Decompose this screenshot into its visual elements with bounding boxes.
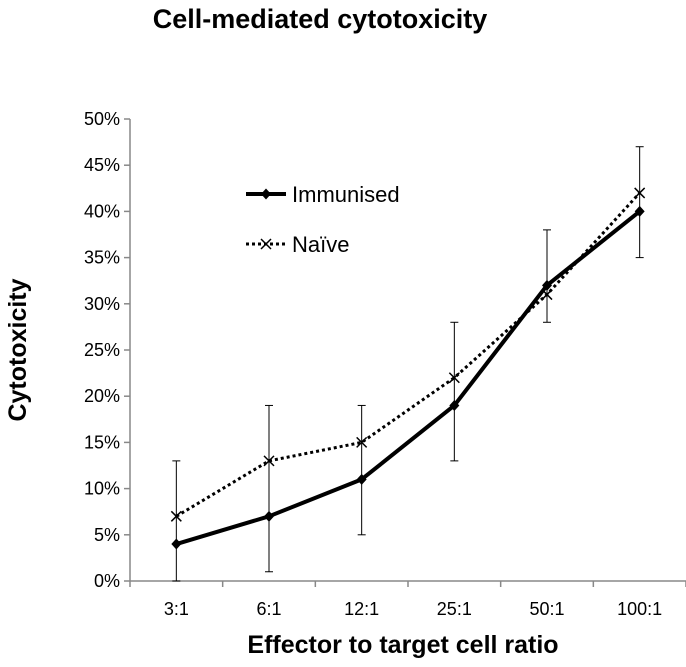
x-tick-label: 100:1: [617, 599, 662, 619]
y-tick-label: 35%: [84, 248, 120, 268]
x-tick-label: 25:1: [437, 599, 472, 619]
y-tick-label: 25%: [84, 340, 120, 360]
y-tick-label: 10%: [84, 479, 120, 499]
error-bar: [543, 229, 551, 323]
data-point-naive: [448, 372, 460, 384]
data-point-immunised: [634, 205, 645, 217]
data-point-immunised: [356, 473, 367, 485]
series-lines: [175, 191, 641, 546]
series-line-naive: [175, 191, 641, 518]
legend-marker-immunised: [261, 188, 271, 200]
x-axis-ticks: 3:1 6:1 12:1 25:1 50:1 100:1: [129, 581, 686, 619]
error-bar: [450, 321, 459, 462]
error-bar: [357, 404, 366, 536]
y-tick-label: 30%: [84, 294, 120, 314]
x-tick-label: 50:1: [529, 599, 564, 619]
data-point-naive: [356, 436, 368, 448]
y-tick-label: 40%: [84, 201, 120, 221]
data-point-immunised: [171, 538, 182, 550]
y-tick-label: 45%: [84, 155, 120, 175]
axes: [129, 119, 686, 582]
data-point-immunised: [542, 279, 552, 291]
data-point-naive: [541, 289, 553, 301]
error-bar: [172, 460, 181, 582]
error-bar: [635, 146, 644, 259]
series-line-immunised: [175, 209, 641, 546]
chart-title: Cell-mediated cytotoxicity: [153, 4, 488, 34]
y-axis-ticks: 0% 5% 10% 15% 20% 25% 30% 35% 40% 45% 50%: [84, 109, 130, 591]
legend: Immunised Naïve: [246, 182, 400, 257]
x-tick-label: 12:1: [344, 599, 379, 619]
data-point-naive: [634, 187, 646, 199]
y-tick-label: 20%: [84, 386, 120, 406]
legend-label-naive: Naïve: [292, 232, 349, 257]
y-tick-label: 5%: [94, 525, 120, 545]
legend-marker-naive: [260, 238, 272, 250]
y-tick-label: 50%: [84, 109, 120, 129]
x-tick-label: 6:1: [256, 599, 281, 619]
error-bars: [172, 146, 644, 582]
data-point-immunised: [264, 510, 274, 522]
x-tick-label: 3:1: [164, 599, 189, 619]
series-markers: [170, 187, 646, 550]
error-bar: [265, 404, 273, 573]
legend-label-immunised: Immunised: [292, 182, 400, 207]
data-point-naive: [170, 510, 182, 522]
data-point-naive: [263, 455, 275, 467]
y-tick-label: 15%: [84, 432, 120, 452]
x-axis-title: Effector to target cell ratio: [247, 631, 558, 659]
data-point-immunised: [449, 399, 460, 411]
y-tick-label: 0%: [94, 571, 120, 591]
y-axis-title: Cytotoxicity: [4, 278, 32, 421]
